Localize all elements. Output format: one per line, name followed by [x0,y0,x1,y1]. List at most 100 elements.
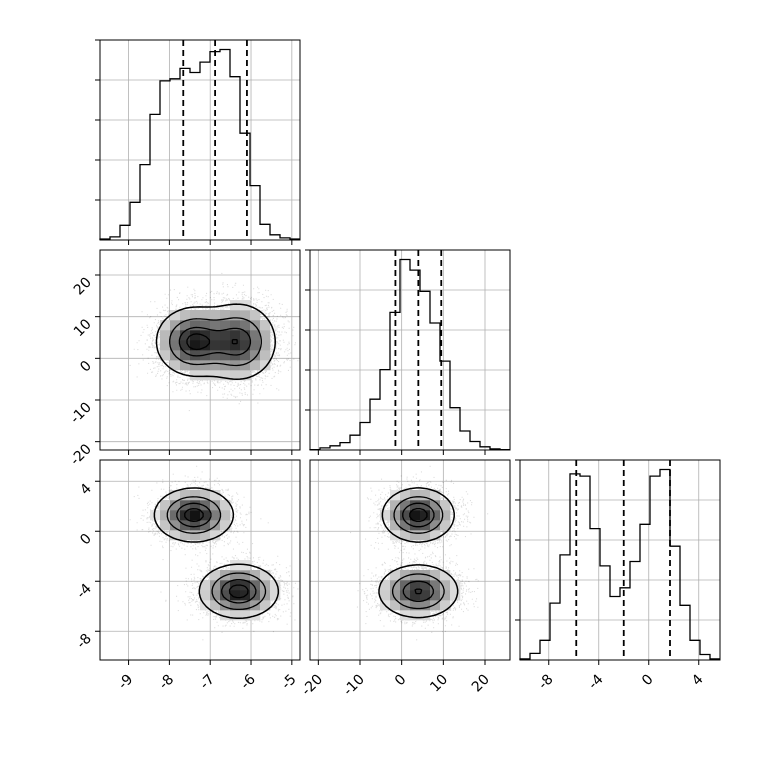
density-bin [200,530,211,541]
density-bin [210,370,221,381]
density-bin [200,520,211,531]
density-bin [210,500,221,511]
contour-line [166,496,267,611]
density-bin [240,330,251,341]
density-bin [220,340,231,351]
density-bin [220,320,231,331]
density-bin [410,510,421,521]
density-bin [190,370,201,381]
density-bin [200,310,211,321]
density-bin [410,610,421,621]
density-bin [180,330,191,341]
density-bin [210,590,221,601]
density-bin [200,580,211,591]
density-bin [430,530,441,541]
density-bin [400,580,411,591]
density-bin [400,510,411,521]
density-bin [220,310,231,321]
density-bin [440,600,451,611]
density-bin [270,590,281,601]
contour-line [378,487,459,619]
y-tick-label: 10 [71,316,95,340]
density-bin [420,610,431,621]
density-bin [420,490,431,501]
contour-line [409,507,428,595]
density-bin [260,330,271,341]
density-bin [420,530,431,541]
density-bin [430,570,441,581]
density-bin [170,490,181,501]
y-tick-label: 20 [71,275,95,299]
density-bin [410,500,421,511]
density-bin [180,310,191,321]
density-bin [200,500,211,511]
density-panel-0-1 [99,249,301,451]
density-bin [200,360,211,371]
density-bin [250,350,261,361]
panel-frame [309,249,511,451]
density-bin [410,600,421,611]
histogram-panel-2 [515,459,721,661]
y-tick-label: -20 [67,441,94,468]
x-tick-label: -4 [585,671,606,692]
density-bin [160,520,171,531]
x-tick-label: -20 [299,672,326,699]
density-bin [260,570,271,581]
density-bin [210,580,221,591]
density-bin [230,590,241,601]
density-bin [170,310,181,321]
density-bin [420,600,431,611]
density-bin [400,530,411,541]
panel-frame [99,249,301,451]
density-bin [390,520,401,531]
density-bin [250,580,261,591]
panel-frame [309,459,511,661]
density-bin [200,370,211,381]
density-bin [220,330,231,341]
density-bin [220,590,231,601]
density-bin [250,310,261,321]
density-bin [230,320,241,331]
x-tick-label: -8 [535,672,556,693]
density-bin [190,350,201,361]
density-bin [220,600,231,611]
density-bin [240,600,251,611]
density-bin [450,590,461,601]
density-bin [170,330,181,341]
density-bin [240,360,251,371]
density-bin [390,590,401,601]
density-bin [200,510,211,521]
density-bin [220,350,231,361]
density-bin [180,530,191,541]
density-bin [180,320,191,331]
density-bin [390,500,401,511]
density-bin [180,340,191,351]
density-bin [240,340,251,351]
density-bin [200,340,211,351]
density-bin [410,580,421,591]
density-bin [390,570,401,581]
y-tick-label: -4 [74,581,95,602]
density-bin [210,330,221,341]
density-bin [260,360,271,371]
density-bin [240,570,251,581]
density-bin [400,610,411,621]
density-bin [230,330,241,341]
density-bin [410,490,421,501]
density-bin [430,580,441,591]
density-bin [230,340,241,351]
density-bin [440,520,451,531]
density-bin [200,490,211,501]
density-bin [190,330,201,341]
x-tick-label: 4 [689,671,707,689]
contour-line [155,303,276,380]
density-bin [440,590,451,601]
density-bin [210,600,221,611]
density-bin [210,570,221,581]
y-tick-label: -8 [74,631,95,652]
x-tick-label: -5 [278,672,299,693]
density-bin [270,580,281,591]
density-bin [190,340,201,351]
density-bin [170,510,181,521]
